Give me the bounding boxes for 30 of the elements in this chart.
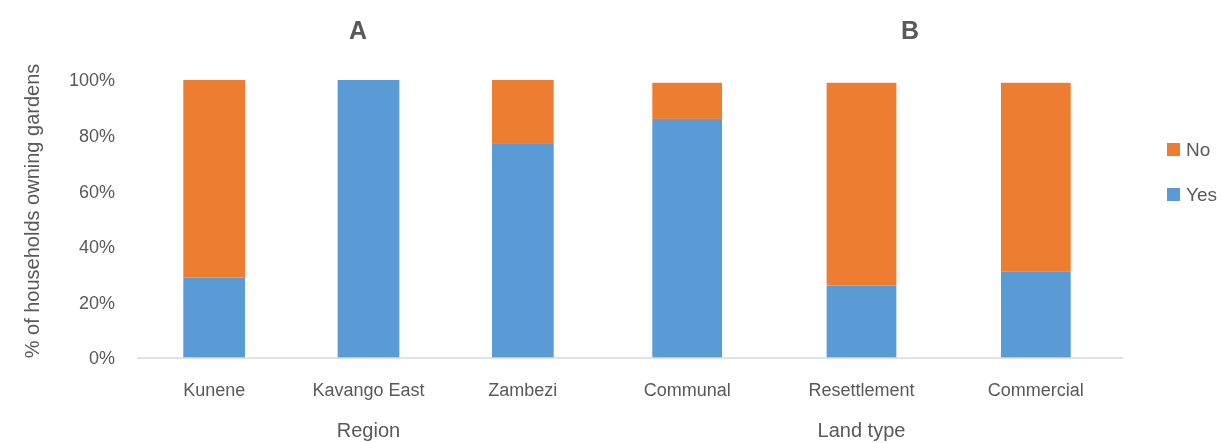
x-tick-label: Zambezi <box>488 380 558 401</box>
bar <box>183 80 246 278</box>
y-tick-label: 80% <box>78 125 115 146</box>
x-axis-title: Land type <box>817 419 906 441</box>
bar <box>826 82 897 286</box>
bar <box>1000 271 1071 358</box>
y-tick-label: 20% <box>78 292 115 313</box>
bar <box>337 80 400 358</box>
x-tick-label: Kavango East <box>312 380 425 401</box>
chart-title: B <box>900 15 920 44</box>
y-tick-label: 40% <box>78 237 115 258</box>
x-tick-label: Communal <box>643 380 731 401</box>
y-tick-label: 60% <box>78 181 115 202</box>
legend-label: Yes <box>1186 184 1217 206</box>
bar <box>652 82 723 119</box>
y-tick-label: 100% <box>68 70 115 91</box>
bar <box>491 80 554 144</box>
legend-label: No <box>1186 139 1211 161</box>
bar <box>826 285 897 358</box>
bar <box>491 143 554 358</box>
y-tick-label: 0% <box>88 348 115 369</box>
x-tick-label: Commercial <box>987 380 1084 401</box>
bar <box>652 118 723 358</box>
x-tick-label: Resettlement <box>808 380 915 401</box>
bar <box>1000 82 1071 272</box>
x-tick-label: Kunene <box>183 380 246 401</box>
x-axis-title: Region <box>336 419 401 441</box>
bar <box>183 277 246 358</box>
y-axis-title: % of households owning gardens <box>21 63 43 359</box>
chart-title: A <box>348 15 368 44</box>
